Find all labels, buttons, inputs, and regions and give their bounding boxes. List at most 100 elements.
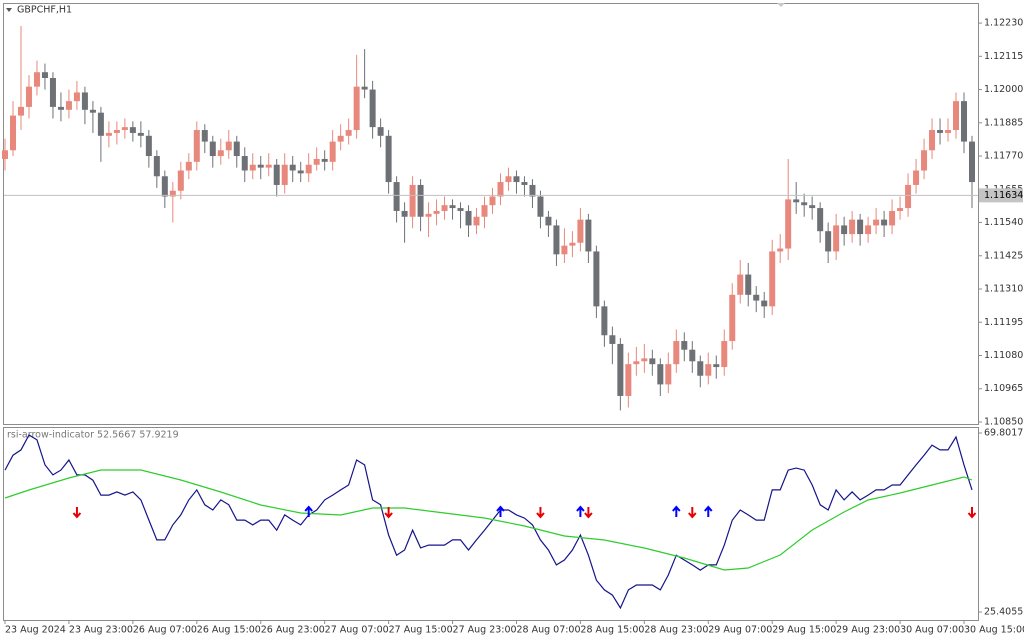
candle-body xyxy=(433,210,440,214)
candle-body xyxy=(185,161,192,171)
y-tick-label: 1.11080 xyxy=(984,350,1023,361)
candle-body xyxy=(657,364,664,385)
y-tick-label: 1.10850 xyxy=(984,416,1023,427)
candle-body xyxy=(929,130,936,151)
x-tick-label: 26 Aug 23:00 xyxy=(261,625,325,636)
x-tick-label: 28 Aug 07:00 xyxy=(516,625,580,636)
buy-arrow xyxy=(496,505,505,517)
candle-body xyxy=(353,86,360,131)
indicator-pane-title: rsi-arrow-indicator 52.5667 57.9219 xyxy=(7,430,179,441)
candle-body xyxy=(537,196,544,217)
candle-body xyxy=(505,176,512,183)
candle-body xyxy=(409,184,416,217)
candle-body xyxy=(529,184,536,197)
candle-body xyxy=(25,86,32,107)
y-tick-label: 1.11540 xyxy=(984,217,1023,228)
candle-body xyxy=(57,106,64,110)
x-tick-label: 27 Aug 15:00 xyxy=(389,625,453,636)
candle-body xyxy=(145,135,152,157)
candle-body xyxy=(905,184,912,209)
candle-body xyxy=(417,184,424,217)
candle-body xyxy=(849,219,856,235)
sell-arrow xyxy=(536,507,545,519)
candle-body xyxy=(337,135,344,142)
candle-body xyxy=(345,130,352,136)
candle-body xyxy=(545,216,552,226)
candle-body xyxy=(561,245,568,255)
buy-arrow xyxy=(576,505,585,517)
x-tick-label: 30 Aug 15:00 xyxy=(964,625,1024,636)
candle-body xyxy=(857,219,864,235)
candle-body xyxy=(553,225,560,255)
x-tick-label: 23 Aug 2024 xyxy=(5,625,66,636)
candle-body xyxy=(681,341,688,350)
sell-arrow xyxy=(688,507,697,519)
candle-body xyxy=(609,335,616,344)
candle-body xyxy=(473,216,480,226)
candle-body xyxy=(953,101,960,131)
candle-body xyxy=(817,208,824,232)
shift-marker[interactable] xyxy=(777,3,785,7)
candle-body xyxy=(761,300,768,307)
candle-body xyxy=(865,225,872,235)
x-tick-label: 28 Aug 23:00 xyxy=(644,625,708,636)
candle-body xyxy=(129,127,136,133)
candle-body xyxy=(265,164,272,168)
buy-arrow xyxy=(704,505,713,517)
candle-body xyxy=(73,92,80,102)
candle-body xyxy=(1,150,8,159)
candle-body xyxy=(209,141,216,157)
candle-body xyxy=(17,106,24,116)
candle-body xyxy=(33,72,40,87)
candle-body xyxy=(393,182,400,211)
candle-body xyxy=(881,219,888,226)
candle-body xyxy=(137,132,144,136)
candle-body xyxy=(889,210,896,226)
candle-body xyxy=(625,364,632,396)
symbol-menu-icon[interactable] xyxy=(6,8,12,12)
candle-body xyxy=(585,219,592,252)
last-price-label: 1.11634 xyxy=(984,190,1023,201)
candle-body xyxy=(617,343,624,396)
candle-body xyxy=(601,306,608,336)
candle-body xyxy=(489,196,496,206)
indicator-line xyxy=(4,434,973,610)
candle-body xyxy=(401,210,408,217)
candle-body xyxy=(41,72,48,78)
candle-body xyxy=(697,361,704,376)
candle-body xyxy=(65,101,72,110)
candle-body xyxy=(873,219,880,226)
candle-body xyxy=(785,199,792,249)
candle-body xyxy=(513,176,520,183)
buy-arrow xyxy=(304,505,313,517)
y-tick-label: 1.12230 xyxy=(984,18,1023,29)
candle-body xyxy=(449,205,456,209)
candle-body xyxy=(793,199,800,203)
candle-body xyxy=(105,132,112,136)
candle-body xyxy=(385,135,392,183)
candle-body xyxy=(313,158,320,165)
candle-body xyxy=(673,341,680,365)
candle-body xyxy=(961,101,968,142)
sell-arrow xyxy=(584,507,593,519)
candle-body xyxy=(321,158,328,162)
y-tick-label: 1.11770 xyxy=(984,151,1023,162)
candle-body xyxy=(281,164,288,185)
indicator-pane-frame xyxy=(3,427,979,621)
x-tick-label: 26 Aug 07:00 xyxy=(133,625,197,636)
y-tick-label: 1.11195 xyxy=(984,317,1023,328)
x-tick-label: 26 Aug 15:00 xyxy=(197,625,261,636)
x-tick-label: 29 Aug 07:00 xyxy=(708,625,772,636)
candle-body xyxy=(289,164,296,171)
candle-body xyxy=(593,251,600,307)
candle-body xyxy=(153,156,160,177)
candle-body xyxy=(369,89,376,128)
candle-body xyxy=(361,86,368,90)
x-tick-label: 27 Aug 23:00 xyxy=(453,625,517,636)
candle-body xyxy=(665,364,672,385)
candle-body xyxy=(233,141,240,157)
x-tick-label: 30 Aug 07:00 xyxy=(900,625,964,636)
candle-body xyxy=(721,341,728,368)
candle-body xyxy=(193,130,200,162)
